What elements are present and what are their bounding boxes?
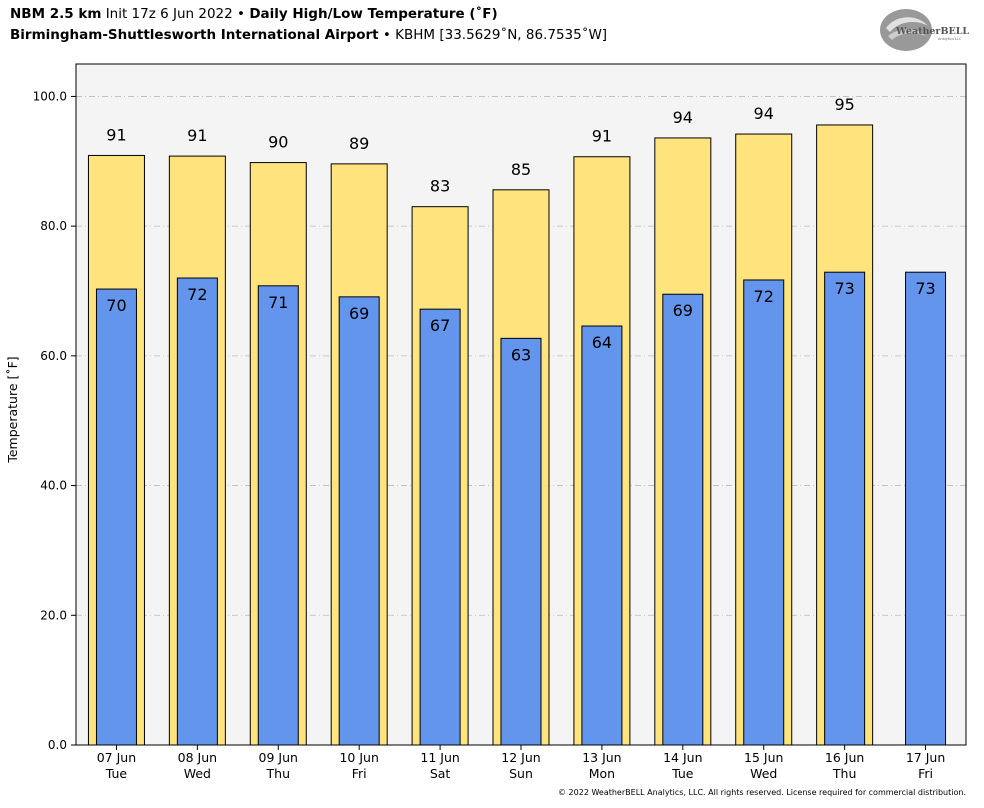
low-temp-bar [500, 337, 542, 746]
high-temp-label: 91 [187, 126, 207, 145]
high-temp-bar [168, 155, 226, 746]
logo-text: WeatherBELL [895, 26, 969, 37]
low-temp-bar [95, 288, 137, 746]
high-temp-label: 95 [834, 95, 854, 114]
low-temp-bar [581, 325, 623, 746]
chart-subtitle: Birmingham-Shuttlesworth International A… [10, 27, 607, 43]
grid-lines [76, 96, 966, 616]
x-tick-date: 12 Jun [501, 750, 540, 765]
low-temp-label: 69 [349, 304, 369, 323]
low-temp-label: 64 [592, 333, 612, 352]
x-tick-date: 11 Jun [420, 750, 459, 765]
high-temp-bar [87, 154, 145, 746]
y-tick-label: 80.0 [40, 219, 67, 233]
x-tick-day: Mon [589, 766, 615, 781]
model-name: NBM 2.5 km [10, 6, 102, 22]
x-tick-date: 16 Jun [825, 750, 864, 765]
x-tick-day: Wed [184, 766, 211, 781]
subtitle-separator: • [382, 27, 391, 43]
low-temp-label: 71 [268, 293, 288, 312]
y-tick-label: 60.0 [40, 349, 67, 363]
bars: 91 70 91 72 90 71 89 69 83 67 85 63 91 64 94 69 94 72 95 73… [87, 95, 947, 746]
x-tick-date: 09 Jun [259, 750, 298, 765]
station-name: Birmingham-Shuttlesworth International A… [10, 27, 379, 43]
x-tick-date: 08 Jun [178, 750, 217, 765]
x-tick-day: Sat [430, 766, 451, 781]
low-temp-bar [338, 296, 380, 746]
x-tick-day: Sun [509, 766, 533, 781]
x-tick-day: Thu [266, 766, 290, 781]
x-tick-date: 17 Jun [906, 750, 945, 765]
low-temp-bar [743, 279, 785, 746]
high-temp-label: 90 [268, 133, 288, 152]
y-axis: 0.0 20.0 40.0 60.0 80.0 100.0 [33, 89, 76, 752]
low-temp-label: 73 [915, 279, 935, 298]
low-temp-bar [257, 285, 299, 746]
low-temp-label: 70 [106, 296, 126, 315]
title-separator: • [237, 6, 246, 22]
logo-subtext: Analytics LLC [938, 37, 962, 41]
low-temp-bar [176, 277, 218, 746]
y-tick-label: 40.0 [40, 479, 67, 493]
high-temp-bar [735, 133, 793, 746]
low-temp-bar [419, 308, 461, 746]
low-temp-bar [662, 293, 704, 746]
x-tick-date: 07 Jun [97, 750, 136, 765]
x-tick-date: 10 Jun [339, 750, 378, 765]
y-tick-label: 20.0 [40, 608, 67, 622]
high-temp-bar [492, 189, 550, 746]
x-tick-date: 14 Jun [663, 750, 702, 765]
high-temp-bar [573, 156, 631, 746]
low-temp-label: 72 [187, 285, 207, 304]
weatherbell-logo-icon: WeatherBELL Analytics LLC [880, 9, 969, 51]
low-temp-label: 69 [673, 301, 693, 320]
x-tick-day: Thu [832, 766, 856, 781]
high-temp-label: 91 [106, 125, 126, 144]
x-tick-date: 15 Jun [744, 750, 783, 765]
low-temp-label: 73 [834, 279, 854, 298]
x-tick-day: Fri [352, 766, 367, 781]
low-temp-bar [824, 271, 866, 746]
high-temp-label: 85 [511, 160, 531, 179]
x-tick-day: Fri [918, 766, 933, 781]
high-temp-label: 94 [754, 104, 774, 123]
low-temp-label: 67 [430, 316, 450, 335]
low-temp-label: 72 [754, 287, 774, 306]
low-temp-label: 63 [511, 345, 531, 364]
high-temp-bar [654, 137, 712, 746]
high-temp-label: 83 [430, 177, 450, 196]
copyright-notice: © 2022 WeatherBELL Analytics, LLC. All r… [558, 788, 966, 797]
x-tick-day: Tue [671, 766, 694, 781]
x-tick-date: 13 Jun [582, 750, 621, 765]
high-temp-bar [816, 124, 874, 746]
high-temp-label: 91 [592, 127, 612, 146]
station-id: KBHM [33.5629˚N, 86.7535˚W] [395, 27, 608, 43]
high-temp-bar [330, 163, 388, 746]
y-tick-label: 0.0 [48, 738, 67, 752]
y-tick-label: 100.0 [33, 89, 67, 103]
low-temp-bar [905, 271, 947, 746]
init-time: Init 17z 6 Jun 2022 [105, 6, 233, 22]
high-temp-label: 94 [673, 108, 693, 127]
y-axis-label: Temperature [˚F] [5, 356, 20, 463]
high-temp-bar [411, 206, 469, 746]
x-tick-day: Wed [750, 766, 777, 781]
x-tick-day: Tue [105, 766, 128, 781]
high-temp-bar [249, 162, 307, 746]
high-temp-label: 89 [349, 134, 369, 153]
plot-frame [75, 63, 967, 746]
plot-area [76, 64, 966, 745]
product-name: Daily High/Low Temperature (˚F) [249, 6, 498, 22]
chart-title: NBM 2.5 km Init 17z 6 Jun 2022 • Daily H… [10, 6, 498, 22]
